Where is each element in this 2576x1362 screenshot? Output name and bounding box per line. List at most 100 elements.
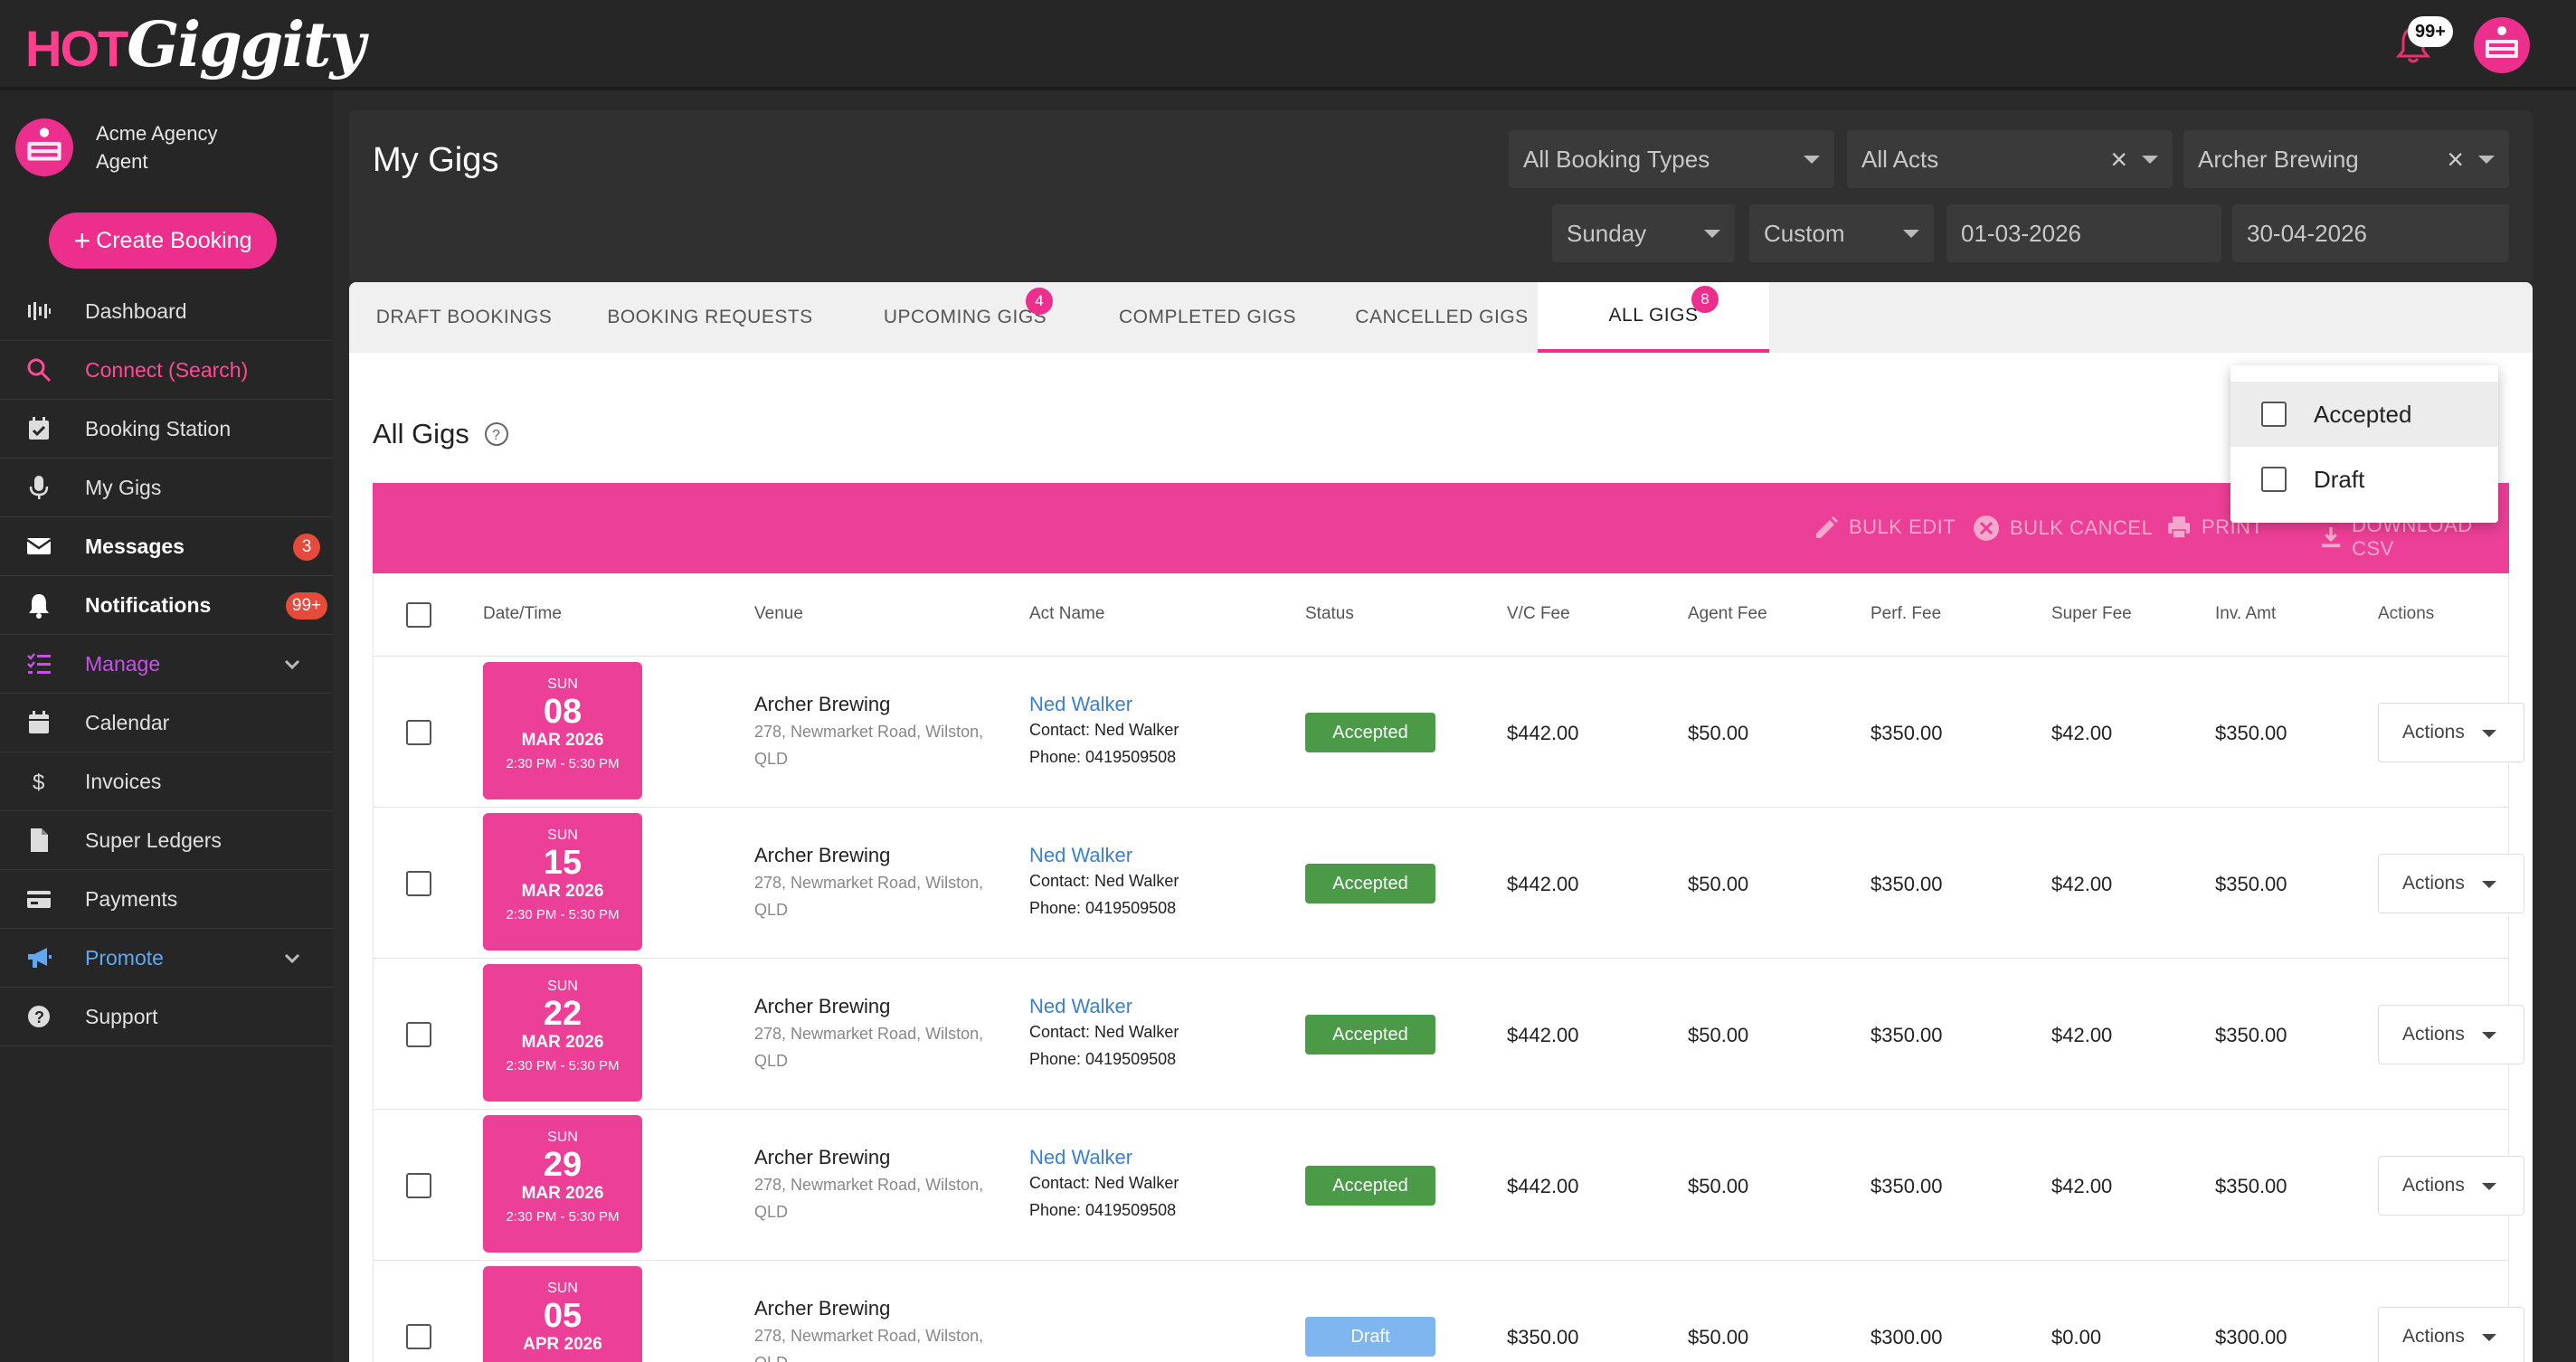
act-name-link[interactable]: Ned Walker (1029, 995, 1133, 1017)
venue-cell: Archer Brewing 278, Newmarket Road, Wils… (754, 995, 1008, 1074)
chevron-down-icon[interactable] (282, 949, 302, 969)
status-option-accepted[interactable]: Accepted (2230, 382, 2498, 447)
column-header-status: Status (1305, 604, 1354, 623)
inv-amt-value: $350.00 (2215, 1024, 2287, 1046)
date-badge: SUN 22 MAR 2026 2:30 PM - 5:30 PM (483, 964, 642, 1102)
act-phone: Phone: 0419509508 (1029, 899, 1177, 917)
date-from-input[interactable]: 01-03-2026 (1946, 204, 2221, 262)
date-badge: SUN 05 APR 2026 (483, 1266, 642, 1362)
checkbox[interactable] (2261, 402, 2287, 427)
venue-state: QLD (754, 901, 789, 919)
sidebar-item-promote[interactable]: Promote (0, 929, 333, 988)
row-checkbox[interactable] (406, 1022, 431, 1047)
actions-dropdown-button[interactable]: Actions (2378, 1005, 2524, 1064)
sidebar-item-label: Promote (85, 945, 164, 969)
select-all-checkbox[interactable] (406, 602, 431, 628)
status-option-draft[interactable]: Draft (2230, 447, 2498, 512)
actions-dropdown-button[interactable]: Actions (2378, 854, 2524, 913)
account-avatar[interactable] (2473, 16, 2531, 74)
venue-cell: Archer Brewing 278, Newmarket Road, Wils… (754, 844, 1008, 923)
venue-address: 278, Newmarket Road, Wilston, (754, 1327, 984, 1345)
agent-fee-value: $50.00 (1688, 1175, 1749, 1197)
venue-cell: Archer Brewing 278, Newmarket Road, Wils… (754, 1297, 1008, 1362)
venue-state: QLD (754, 750, 789, 768)
table-row[interactable]: SUN 15 MAR 2026 2:30 PM - 5:30 PM Archer… (373, 808, 2524, 959)
actions-dropdown-button[interactable]: Actions (2378, 1156, 2524, 1215)
x-circle-icon (1974, 515, 1999, 541)
column-header-date-time: Date/Time (483, 604, 562, 623)
tab-upcoming-gigs[interactable]: UPCOMING GIGS (841, 282, 1089, 353)
day-select[interactable]: Sunday (1552, 204, 1735, 262)
tab-draft-bookings[interactable]: DRAFT BOOKINGS (349, 282, 579, 353)
date-to-input[interactable]: 30-04-2026 (2232, 204, 2509, 262)
logo-giggity-text: Giggity (127, 9, 365, 81)
sidebar-item-booking-station[interactable]: Booking Station (0, 400, 333, 459)
date-month: MAR 2026 (521, 731, 604, 750)
sidebar-item-manage[interactable]: Manage (0, 635, 333, 694)
tab-all-gigs[interactable]: ALL GIGS (1538, 282, 1769, 353)
act-name-link[interactable]: Ned Walker (1029, 1146, 1133, 1168)
table-row[interactable]: SUN 29 MAR 2026 2:30 PM - 5:30 PM Archer… (373, 1110, 2524, 1261)
clear-icon[interactable]: × (2110, 143, 2127, 175)
chevron-down-icon[interactable] (282, 655, 302, 675)
hotgiggity-logo[interactable]: HOT Giggity (25, 9, 365, 81)
date-time-range: 2:30 PM - 5:30 PM (506, 907, 620, 922)
bulk-cancel-button[interactable]: BULK CANCEL (1972, 514, 2153, 543)
create-booking-button[interactable]: + Create Booking (49, 213, 277, 269)
venue-select[interactable]: Archer Brewing × (2183, 130, 2509, 188)
sidebar-item-messages[interactable]: Messages 3 (0, 517, 333, 576)
bulk-edit-button[interactable]: BULK EDIT (1813, 514, 1956, 541)
sidebar-item-super-ledgers[interactable]: Super Ledgers (0, 811, 333, 870)
sidebar-item-notifications[interactable]: Notifications 99+ (0, 576, 333, 635)
user-profile[interactable]: Acme Agency Agent (14, 118, 218, 177)
sidebar-item-label: Booking Station (85, 416, 232, 440)
date-badge: SUN 08 MAR 2026 2:30 PM - 5:30 PM (483, 662, 642, 799)
sidebar-item-my-gigs[interactable]: My Gigs (0, 459, 333, 517)
tab-label: UPCOMING GIGS (883, 307, 1047, 327)
row-checkbox[interactable] (406, 1324, 431, 1349)
sidebar-item-invoices[interactable]: $ Invoices (0, 752, 333, 811)
row-checkbox[interactable] (406, 1173, 431, 1198)
vc-fee-value: $350.00 (1507, 1326, 1579, 1348)
actions-label: Actions (2402, 1326, 2465, 1347)
act-cell: Ned Walker Contact: Ned Walker Phone: 04… (1029, 844, 1179, 922)
date-weekday: SUN (547, 979, 578, 994)
date-from-value: 01-03-2026 (1961, 219, 2081, 247)
svg-text:$: $ (33, 771, 44, 795)
act-name-link[interactable]: Ned Walker (1029, 693, 1133, 715)
day-value: Sunday (1567, 219, 1647, 247)
sidebar-item-calendar[interactable]: Calendar (0, 694, 333, 752)
act-name-link[interactable]: Ned Walker (1029, 844, 1133, 866)
row-checkbox[interactable] (406, 871, 431, 896)
sidebar-item-connect-search[interactable]: Connect (Search) (0, 341, 333, 400)
row-checkbox[interactable] (406, 720, 431, 745)
actions-label: Actions (2402, 873, 2465, 894)
sidebar-item-support[interactable]: ? Support (0, 988, 333, 1046)
user-avatar (15, 118, 73, 176)
tab-cancelled-gigs[interactable]: CANCELLED GIGS (1326, 282, 1558, 353)
venue-name: Archer Brewing (754, 693, 891, 715)
booking-types-select[interactable]: All Booking Types (1509, 130, 1834, 188)
range-select[interactable]: Custom (1749, 204, 1934, 262)
table-header: Date/Time Venue Act Name Status V/C Fee … (373, 573, 2509, 657)
date-day: 08 (543, 693, 582, 731)
inv-amt-value: $300.00 (2215, 1326, 2287, 1348)
super-fee-value: $0.00 (2051, 1326, 2102, 1348)
venue-cell: Archer Brewing 278, Newmarket Road, Wils… (754, 693, 1008, 772)
actions-dropdown-button[interactable]: Actions (2378, 1307, 2524, 1362)
table-row[interactable]: SUN 08 MAR 2026 2:30 PM - 5:30 PM Archer… (373, 657, 2524, 808)
acts-select[interactable]: All Acts × (1847, 130, 2173, 188)
date-month: MAR 2026 (521, 882, 604, 901)
venue-address: 278, Newmarket Road, Wilston, (754, 874, 984, 892)
help-circle-icon[interactable]: ? (484, 421, 509, 447)
tab-booking-requests[interactable]: BOOKING REQUESTS (579, 282, 841, 353)
top-bar: HOT Giggity 99+ (0, 0, 2576, 90)
sidebar-item-payments[interactable]: Payments (0, 870, 333, 929)
checkbox[interactable] (2261, 467, 2287, 492)
table-row[interactable]: SUN 05 APR 2026 Archer Brewing 278, Newm… (373, 1261, 2524, 1362)
actions-dropdown-button[interactable]: Actions (2378, 703, 2524, 762)
clear-icon[interactable]: × (2447, 143, 2464, 175)
sidebar-item-dashboard[interactable]: Dashboard (0, 282, 333, 341)
tab-completed-gigs[interactable]: COMPLETED GIGS (1089, 282, 1326, 353)
table-row[interactable]: SUN 22 MAR 2026 2:30 PM - 5:30 PM Archer… (373, 959, 2524, 1110)
